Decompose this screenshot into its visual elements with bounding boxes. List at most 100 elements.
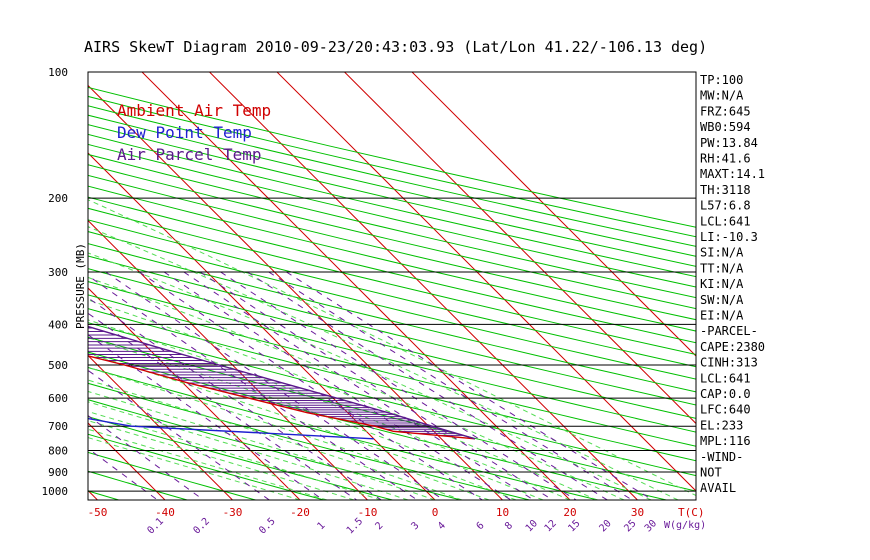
sounding-index: SI:N/A bbox=[700, 246, 744, 260]
mixing-ratio-label: 2 bbox=[374, 520, 386, 532]
dry-adiabat-line bbox=[88, 416, 393, 500]
dry-adiabat-line bbox=[88, 207, 696, 356]
pressure-tick-labels: 100 200 300 400 500 600 700 800 900 1000 bbox=[42, 66, 69, 498]
isotherm-line bbox=[0, 72, 30, 500]
pressure-tick-label: 900 bbox=[48, 466, 68, 479]
isotherm-line bbox=[276, 72, 696, 492]
mixing-ratio-label: 20 bbox=[597, 518, 613, 534]
legend-entry: Ambient Air Temp bbox=[117, 101, 271, 120]
sounding-index: EL:233 bbox=[700, 418, 743, 432]
moist-adiabat-line bbox=[88, 437, 301, 500]
moist-adiabat-line bbox=[88, 420, 355, 500]
mixing-ratio-line bbox=[88, 369, 270, 500]
bottom-temperature-tick: -40 bbox=[155, 506, 175, 519]
isotherm-line bbox=[88, 354, 233, 500]
sounding-index: NOT bbox=[700, 466, 722, 480]
pressure-tick-label: 400 bbox=[48, 318, 68, 331]
pressure-tick-label: 100 bbox=[48, 66, 68, 79]
dry-adiabat-line bbox=[88, 174, 696, 321]
mixing-ratio-label: 0.1 bbox=[145, 516, 166, 537]
dry-adiabat-line bbox=[88, 451, 256, 500]
mixing-ratio-label: 3 bbox=[410, 520, 422, 532]
isotherm-line bbox=[88, 287, 301, 500]
dry-adiabat-line bbox=[88, 124, 696, 267]
moist-adiabat-line bbox=[88, 226, 679, 500]
dry-adiabat-line bbox=[88, 433, 325, 500]
sounding-index: -PARCEL- bbox=[700, 324, 758, 338]
sounding-index: -WIND- bbox=[700, 450, 743, 464]
moist-adiabat-line bbox=[88, 367, 490, 500]
mixing-ratio-line bbox=[88, 414, 204, 500]
pressure-tick-label: 1000 bbox=[42, 485, 69, 498]
pressure-tick-label: 200 bbox=[48, 192, 68, 205]
dry-adiabat-line bbox=[88, 268, 696, 419]
sounding-index: TP:100 bbox=[700, 73, 743, 87]
isotherm-line bbox=[344, 72, 696, 425]
sounding-index: RH:41.6 bbox=[700, 152, 751, 166]
moist-adiabat-line bbox=[88, 379, 463, 500]
mixing-ratio-line bbox=[139, 271, 483, 500]
sounding-index: LCL:641 bbox=[700, 371, 751, 385]
sounding-index: PW:13.84 bbox=[700, 136, 758, 150]
mixing-ratio-label: 6 bbox=[475, 520, 487, 532]
moist-adiabat-line bbox=[88, 276, 625, 500]
dry-adiabat-line bbox=[88, 196, 696, 344]
sounding-index: LCL:641 bbox=[700, 214, 751, 228]
isotherm-line bbox=[411, 72, 696, 357]
sounding-index: KI:N/A bbox=[700, 277, 744, 291]
moist-adiabat-line bbox=[88, 428, 328, 500]
dry-adiabat-line bbox=[88, 219, 696, 368]
dry-adiabat-line bbox=[88, 185, 696, 332]
isotherm-line bbox=[209, 72, 638, 500]
series-line bbox=[88, 355, 476, 440]
bottom-temperature-tick: 0 bbox=[432, 506, 439, 519]
pressure-tick-label: 700 bbox=[48, 420, 68, 433]
mixing-ratio-label: 1.5 bbox=[345, 516, 366, 537]
bottom-temperature-tick: -10 bbox=[358, 506, 378, 519]
dry-adiabat-line bbox=[88, 164, 696, 310]
mixing-ratio-labels: 0.1 0.2 0.5 1 1.5 2 3 4 6 8 10 12 15 20 25 30 bbox=[145, 516, 659, 537]
sounding-index: WB0:594 bbox=[700, 120, 751, 134]
moist-adiabat-line bbox=[88, 299, 598, 500]
dry-adiabat-line bbox=[88, 382, 530, 500]
sounding-index: LI:-10.3 bbox=[700, 230, 758, 244]
dry-adiabat-line bbox=[0, 72, 50, 500]
dry-adiabat-line bbox=[88, 133, 696, 278]
sounding-index: CAPE:2380 bbox=[700, 340, 765, 354]
dry-adiabat-line bbox=[88, 243, 696, 393]
sounding-index: EI:N/A bbox=[700, 309, 744, 323]
bottom-temperature-tick: 10 bbox=[496, 506, 509, 519]
dry-adiabat-line bbox=[88, 294, 696, 447]
mixing-ratio-label: 1 bbox=[316, 520, 328, 532]
sounding-index: MPL:116 bbox=[700, 434, 751, 448]
mixing-ratio-line bbox=[183, 271, 534, 500]
sounding-index: TH:3118 bbox=[700, 183, 751, 197]
mixing-ratio-line bbox=[163, 271, 512, 500]
sounding-index: MAXT:14.1 bbox=[700, 167, 765, 181]
series-line bbox=[88, 325, 476, 440]
pressure-tick-label: 500 bbox=[48, 359, 68, 372]
moist-adiabat-line bbox=[88, 390, 436, 500]
bottom-temperature-tick: -20 bbox=[290, 506, 310, 519]
bottom-temperature-tick: 20 bbox=[563, 506, 576, 519]
chart-title: AIRS SkewT Diagram 2010-09-23/20:43:03.9… bbox=[84, 38, 707, 56]
sounding-index: AVAIL bbox=[700, 481, 736, 495]
dry-adiabat-line bbox=[88, 153, 696, 299]
y-axis-label: PRESSURE (MB) bbox=[74, 243, 87, 329]
sounding-index: FRZ:645 bbox=[700, 104, 751, 118]
mixing-ratio-unit: W(g/kg) bbox=[664, 520, 706, 531]
sounding-index: CAP:0.0 bbox=[700, 387, 751, 401]
sounding-index: LFC:640 bbox=[700, 403, 751, 417]
mixing-ratio-label: 12 bbox=[543, 518, 559, 534]
plot-frame bbox=[87, 71, 697, 501]
moist-adiabat-line bbox=[88, 352, 517, 500]
isobar-lines bbox=[88, 72, 696, 492]
legend: Ambient Air Temp Dew Point Temp Air Parcel… bbox=[117, 101, 271, 164]
x-axis-label: T(C) bbox=[678, 506, 705, 519]
dry-adiabat-line bbox=[88, 308, 696, 462]
mixing-ratio-line bbox=[286, 271, 654, 500]
dry-adiabat-line bbox=[88, 281, 696, 433]
dry-adiabat-line bbox=[88, 322, 696, 477]
moist-adiabat-line bbox=[88, 199, 696, 497]
